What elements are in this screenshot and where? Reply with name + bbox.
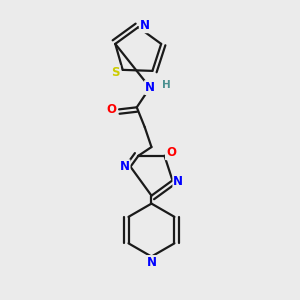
Text: S: S (111, 66, 120, 79)
Text: N: N (146, 256, 157, 269)
Text: N: N (173, 176, 183, 188)
Text: H: H (162, 80, 171, 90)
Text: O: O (166, 146, 176, 159)
Text: N: N (140, 19, 150, 32)
Text: N: N (120, 160, 130, 173)
Text: O: O (107, 103, 117, 116)
Text: N: N (145, 81, 155, 94)
